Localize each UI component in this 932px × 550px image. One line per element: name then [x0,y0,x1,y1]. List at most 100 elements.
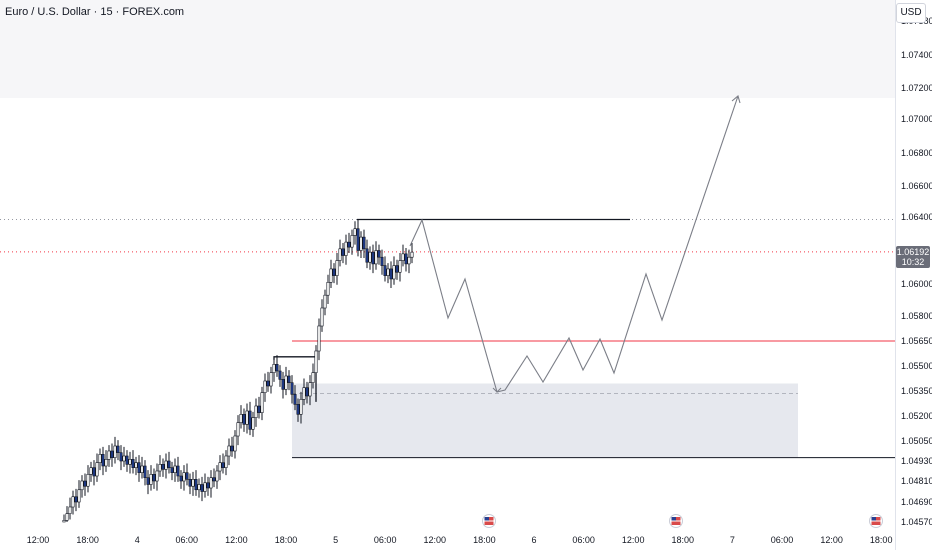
candle [398,253,402,282]
candle-body [311,372,315,383]
candle [164,453,168,479]
candle [263,373,267,402]
candle [209,470,213,498]
candle [278,365,282,387]
candle [323,289,327,316]
y-tick-label: 1.05800 [901,311,932,321]
candle [239,405,243,429]
candle-body [227,445,231,457]
candle [80,475,84,498]
candle-body [338,248,342,261]
candle-body [353,228,357,236]
x-tick-label: 18:00 [672,535,695,545]
candle-body [320,307,324,327]
candle-body [74,496,78,503]
candle-body [209,477,213,489]
candle [326,274,330,304]
candle [191,471,195,496]
candle-body [275,364,279,372]
candle [137,455,141,482]
candle [167,451,171,474]
candle [206,476,210,496]
candle-body [182,472,186,482]
x-tick-label: 12:00 [622,535,645,545]
y-tick-label: 1.05050 [901,436,932,446]
candle [218,455,222,481]
candle-body [302,387,306,400]
candle [347,232,351,254]
demand-zone [292,383,798,458]
candle [224,450,228,476]
candle-body [404,253,408,265]
candle [371,244,375,274]
candle [392,256,396,285]
candle [101,446,105,476]
x-tick-label: 18:00 [76,535,99,545]
y-tick-label: 1.07200 [901,83,932,93]
bar-countdown: 10:32 [901,257,925,267]
candle [386,263,390,284]
candle-body [194,479,198,491]
candle [236,415,240,446]
candle-body [305,387,309,397]
candle-body [107,450,111,460]
candle-body [314,350,318,373]
candle [197,478,201,498]
candle [212,468,216,488]
candle [395,259,399,280]
last-price-value: 1.06192 [896,247,930,257]
us-event-flag-icon[interactable] [669,514,683,528]
candle-body [203,482,207,492]
candle-body [86,474,90,487]
candle [65,506,69,522]
candle [185,463,189,486]
candle [74,488,78,512]
candle [98,448,102,471]
candle-body [143,465,147,478]
candle [359,231,363,259]
candle-body [326,282,330,296]
x-tick-label: 6 [531,535,536,545]
candle [389,261,393,288]
candle [353,221,357,245]
us-event-flag-icon[interactable] [869,514,883,528]
y-tick-label: 1.07400 [901,50,932,60]
currency-button[interactable]: USD [896,3,926,23]
candle [407,249,411,274]
candle [176,456,180,482]
candle [155,463,159,491]
candle-body [374,250,378,265]
y-tick-label: 1.05650 [901,336,932,346]
y-tick-label: 1.06600 [901,181,932,191]
us-event-flag-icon[interactable] [482,514,496,528]
x-tick-label: 12:00 [225,535,248,545]
candle-body [266,380,270,387]
candle [269,366,273,394]
candle-body [125,455,129,465]
candle-body [287,375,291,383]
candle-body [242,414,246,425]
candle [230,436,234,457]
x-tick-label: 4 [135,535,140,545]
candle-body [392,265,396,280]
candle-body [350,235,354,248]
candle-body [398,260,402,273]
candle-body [380,256,384,266]
candle [131,450,135,474]
candle-body [395,265,399,273]
candle [143,460,147,486]
candle [254,398,258,427]
candle [134,456,138,476]
x-tick-label: 06:00 [374,535,397,545]
candle-body [386,268,390,276]
candle-body [224,455,228,468]
x-tick-label: 5 [333,535,338,545]
candle-body [401,253,405,261]
candle-body [245,410,249,425]
candle [68,497,72,520]
candle [284,366,288,396]
candle [251,411,255,437]
candle-body [278,370,282,380]
y-tick-label: 1.04690 [901,497,932,507]
